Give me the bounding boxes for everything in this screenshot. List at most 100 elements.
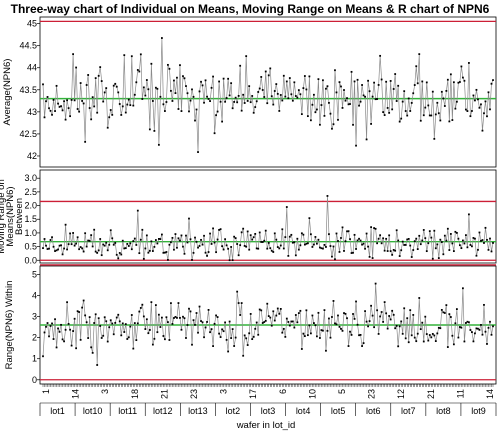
moving-range-point <box>213 241 216 244</box>
range-point <box>90 346 93 349</box>
individual-point <box>174 92 177 95</box>
range-point <box>261 322 264 324</box>
individual-point <box>267 74 270 77</box>
moving-range-point <box>106 249 109 252</box>
individual-point <box>344 99 347 102</box>
range-point <box>386 327 389 330</box>
range-point <box>486 343 488 345</box>
individual-point <box>465 108 467 111</box>
moving-range-point <box>394 249 397 252</box>
range-point <box>266 302 269 305</box>
range-point <box>142 315 145 318</box>
individual-point <box>350 70 353 73</box>
chart-title: Three-way chart of Individual on Means, … <box>11 2 490 16</box>
moving-range-point <box>373 227 375 229</box>
individual-point <box>290 93 293 96</box>
individual-point <box>54 110 56 112</box>
moving-range-point <box>267 242 270 244</box>
individual-point <box>52 98 55 101</box>
moving-range-point <box>82 250 85 253</box>
individual-point <box>316 108 318 111</box>
individual-point <box>159 95 162 98</box>
range-point <box>222 330 225 333</box>
range-point <box>306 334 309 337</box>
range-point <box>236 290 239 293</box>
moving-range-point <box>303 243 306 246</box>
individual-point <box>335 91 338 94</box>
moving-range-point <box>413 240 416 243</box>
range-point <box>177 302 180 304</box>
moving-range-point <box>340 237 342 239</box>
range-point <box>370 304 372 307</box>
x-group-label: lot9 <box>471 406 486 416</box>
moving-range-point <box>452 250 455 253</box>
moving-range-point <box>70 243 73 246</box>
range-point <box>230 337 233 339</box>
individual-point <box>203 101 205 104</box>
range-point <box>139 307 142 309</box>
individual-point <box>288 77 291 79</box>
range-point <box>290 320 293 323</box>
moving-range-point <box>210 243 213 245</box>
moving-range-point <box>305 242 308 245</box>
range-point <box>252 335 255 338</box>
individual-point <box>377 84 380 86</box>
moving-range-point <box>273 232 276 235</box>
x-tick-label: 6 <box>278 389 288 394</box>
individual-point <box>182 75 184 78</box>
moving-range-point <box>251 238 254 241</box>
range-point <box>102 334 105 337</box>
panel-moving-range: 3.0 2.5 2.0 1.5 1.0 0.5 0.0 Moving Range onMean… <box>0 169 497 265</box>
individual-point <box>121 105 124 108</box>
individual-point <box>373 81 375 84</box>
range-point <box>191 343 193 346</box>
x-group-label: lot3 <box>261 406 276 416</box>
individual-point <box>233 101 236 103</box>
individual-point <box>218 80 220 83</box>
range-point <box>109 319 112 322</box>
moving-range-point <box>392 249 395 251</box>
range-point <box>138 310 141 313</box>
moving-range-point <box>288 235 291 238</box>
range-point <box>218 332 220 335</box>
individual-point <box>106 126 109 129</box>
range-point <box>255 321 258 324</box>
individual-point <box>367 79 369 82</box>
individual-point <box>276 92 279 95</box>
moving-range-point <box>352 251 354 254</box>
range-y-tick-label: 1 <box>32 354 37 364</box>
range-point <box>284 335 287 338</box>
moving-range-point <box>355 248 357 250</box>
range-point <box>263 321 266 323</box>
x-group-label: lot7 <box>401 406 416 416</box>
individual-point <box>51 113 53 116</box>
individual-point <box>194 119 196 122</box>
moving-range-point <box>425 250 428 253</box>
moving-range-point <box>388 234 391 237</box>
moving-range-point <box>395 229 398 232</box>
individual-point <box>126 103 129 106</box>
moving-range-point <box>255 247 258 250</box>
moving-range-point <box>164 251 166 254</box>
individual-point <box>60 105 62 108</box>
moving-range-point <box>224 238 227 241</box>
individual-point <box>388 111 391 114</box>
individual-point <box>69 115 71 118</box>
individual-point <box>422 114 425 117</box>
moving-range-point <box>398 255 401 257</box>
range-point <box>373 326 375 329</box>
moving-range-point <box>483 242 485 244</box>
individual-point <box>75 66 78 69</box>
range-point <box>296 321 299 324</box>
individual-point <box>73 99 76 102</box>
moving-range-point <box>449 233 452 235</box>
range-point <box>439 327 442 330</box>
individual-point <box>285 80 288 83</box>
individual-point <box>394 73 397 75</box>
range-point <box>260 309 263 312</box>
moving-range-point <box>270 249 273 252</box>
individual-point <box>407 97 410 100</box>
range-point <box>325 349 327 352</box>
moving-range-point <box>48 247 50 250</box>
moving-range-point <box>468 213 470 216</box>
